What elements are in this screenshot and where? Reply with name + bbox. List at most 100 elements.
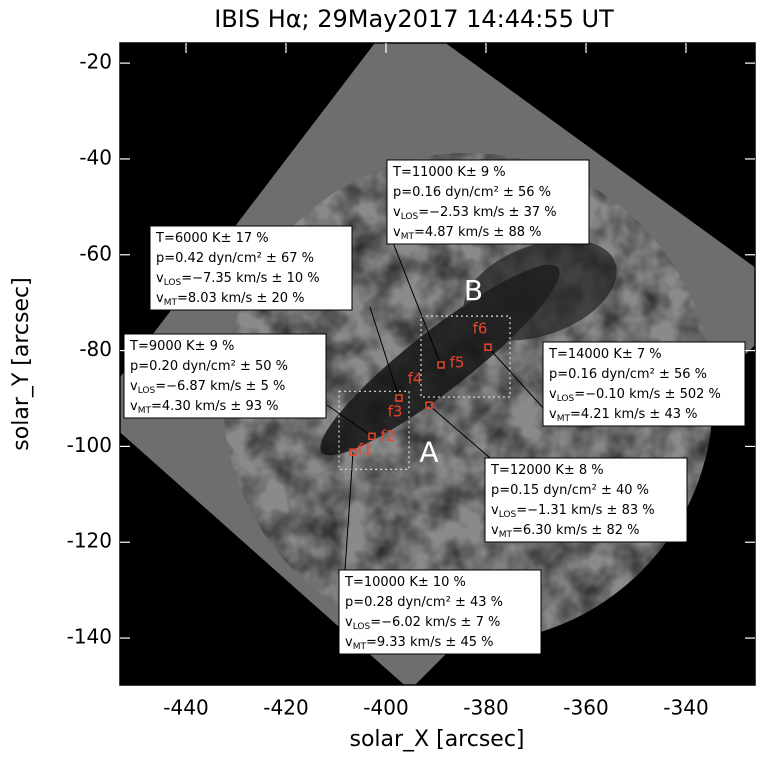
annotation-text: =−6.02 km/s ± 7 %	[370, 615, 500, 630]
annotation-line: T=10000 K± 10 %	[344, 575, 466, 590]
annotation-line: vLOS=−6.87 km/s ± 5 %	[130, 379, 285, 396]
y-axis-label: solar_Y [arcsec]	[9, 277, 34, 450]
annotation-text: v	[130, 379, 138, 394]
annotation-text: v	[345, 615, 353, 630]
annotation-text: LOS	[353, 622, 371, 632]
x-tick-label: -440	[163, 696, 208, 720]
leader-line	[391, 239, 442, 366]
annotation-text: =4.30 km/s ± 93 %	[151, 399, 279, 414]
annotation-line: p=0.42 dyn/cm² ± 67 %	[156, 251, 314, 266]
annotation-text: =9.33 km/s ± 45 %	[366, 635, 494, 650]
annotation-text: T=6000 K± 17 %	[155, 231, 269, 246]
y-tick-label: -40	[79, 145, 112, 169]
annotation-line: vLOS=−0.10 km/s ± 502 %	[549, 387, 721, 404]
feature-label: f3	[388, 403, 403, 421]
annotation-text: v	[393, 205, 401, 220]
feature-label: f1	[358, 441, 373, 459]
annotation-text: =−0.10 km/s ± 502 %	[574, 387, 721, 402]
annotation-line: p=0.28 dyn/cm² ± 43 %	[345, 595, 503, 610]
annotation-line: vMT=9.33 km/s ± 45 %	[345, 635, 493, 652]
annotation-box	[484, 457, 688, 543]
annotation-line: T=11000 K± 9 %	[392, 165, 506, 180]
annotation-line: p=0.15 dyn/cm² ± 40 %	[491, 483, 649, 498]
feature-marker	[437, 361, 445, 369]
annotation-line: vLOS=−1.31 km/s ± 83 %	[491, 503, 655, 520]
annotation-text: LOS	[557, 394, 575, 404]
annotation-text: p=0.28 dyn/cm² ± 43 %	[345, 595, 503, 610]
annotation: T=9000 K± 9 % p=0.20 dyn/cm² ± 50 % vLOS=−…	[123, 333, 327, 419]
x-tick-label: -360	[563, 696, 608, 720]
annotation-text: p=0.16 dyn/cm² ± 56 %	[549, 367, 707, 382]
annotation-line: vMT=6.30 km/s ± 82 %	[491, 523, 639, 540]
annotation-text: v	[491, 523, 499, 538]
annotation-box	[123, 333, 327, 419]
annotation: T=14000 K± 7 %p=0.16 dyn/cm² ± 56 %vLOS=…	[542, 341, 746, 427]
y-tick-label: -60	[79, 241, 112, 265]
annotation-text: p=0.42 dyn/cm² ± 67 %	[156, 251, 314, 266]
annotation-text: p=0.20 dyn/cm² ± 50 %	[130, 359, 288, 374]
annotation-text: LOS	[401, 212, 419, 222]
annotation-text: LOS	[164, 278, 182, 288]
y-tick-label: -20	[79, 50, 112, 74]
annotation-text: T=14000 K± 7 %	[548, 347, 662, 362]
plot-frame	[119, 42, 756, 686]
annotation-line: vMT=4.21 km/s ± 43 %	[549, 407, 697, 424]
annotation-line: p=0.20 dyn/cm² ± 50 %	[130, 359, 288, 374]
feature-marker	[425, 401, 433, 409]
annotation-text: MT	[557, 414, 571, 424]
x-tick-label: -380	[463, 696, 508, 720]
annotation-box	[542, 341, 746, 427]
annotation-line: p=0.16 dyn/cm² ± 56 %	[393, 185, 551, 200]
annotation-line: vMT=4.87 km/s ± 88 %	[393, 225, 541, 242]
feature-label: f4	[408, 370, 423, 388]
y-tick-label: -120	[67, 529, 112, 553]
feature-label: f5	[450, 353, 465, 371]
annotation-text: =4.87 km/s ± 88 %	[414, 225, 542, 240]
annotation-text: MT	[138, 406, 152, 416]
annotation-line: T=12000 K± 8 %	[490, 463, 604, 478]
annotation-line: p=0.16 dyn/cm² ± 56 %	[549, 367, 707, 382]
annotation-line: T=14000 K± 7 %	[548, 347, 662, 362]
annotation-box	[386, 159, 590, 245]
annotation-text: MT	[499, 530, 513, 540]
feature-marker	[368, 432, 376, 441]
annotation-text: =−7.35 km/s ± 10 %	[181, 271, 319, 286]
leader-line	[369, 306, 400, 399]
annotation-text: MT	[353, 642, 367, 652]
leader-line	[326, 404, 373, 437]
y-tick-label: -80	[79, 337, 112, 361]
annotation-line: vMT=8.03 km/s ± 20 %	[156, 291, 304, 308]
annotation-text: T=10000 K± 10 %	[344, 575, 466, 590]
region-label: A	[419, 435, 438, 468]
annotation-text: v	[156, 271, 164, 286]
annotation-line: vLOS=−6.02 km/s ± 7 %	[345, 615, 500, 632]
region-label: B	[464, 274, 483, 307]
annotation-text: T=12000 K± 8 %	[490, 463, 604, 478]
annotation-line: vLOS=−7.35 km/s ± 10 %	[156, 271, 320, 288]
annotation: T=12000 K± 8 % p=0.15 dyn/cm² ± 40 % vLOS=…	[484, 457, 688, 543]
annotation-box	[338, 569, 542, 655]
overlay: A Bf1 T=10000 K± 10 % p=0.28 dyn/cm² ± 43 %…	[123, 159, 746, 655]
x-tick-label: -340	[663, 696, 708, 720]
annotation: T=6000 K± 17 %p=0.42 dyn/cm² ± 67 %vLOS=…	[149, 225, 353, 311]
annotation-text: =8.03 km/s ± 20 %	[177, 291, 305, 306]
x-tick-label: -420	[263, 696, 308, 720]
x-axis-label: solar_X [arcsec]	[349, 727, 524, 752]
annotation-box	[149, 225, 353, 311]
annotation-text: =4.21 km/s ± 43 %	[570, 407, 698, 422]
annotation-text: v	[156, 291, 164, 306]
annotation-text: v	[393, 225, 401, 240]
annotation-line: T=6000 K± 17 %	[155, 231, 269, 246]
annotation-text: =−6.87 km/s ± 5 %	[155, 379, 285, 394]
annotation-text: =−2.53 km/s ± 37 %	[418, 205, 556, 220]
annotation-text: v	[130, 399, 138, 414]
annotation: T=11000 K± 9 %p=0.16 dyn/cm² ± 56 %vLOS=…	[386, 159, 590, 245]
feature-label: f6	[473, 320, 488, 338]
annotation-line: T=9000 K± 9 %	[129, 339, 234, 354]
region-box	[338, 390, 410, 471]
annotation-text: v	[549, 407, 557, 422]
dark-region	[463, 239, 617, 341]
annotation: T=10000 K± 10 % p=0.28 dyn/cm² ± 43 % vLOS…	[338, 569, 542, 655]
annotation-text: v	[345, 635, 353, 650]
